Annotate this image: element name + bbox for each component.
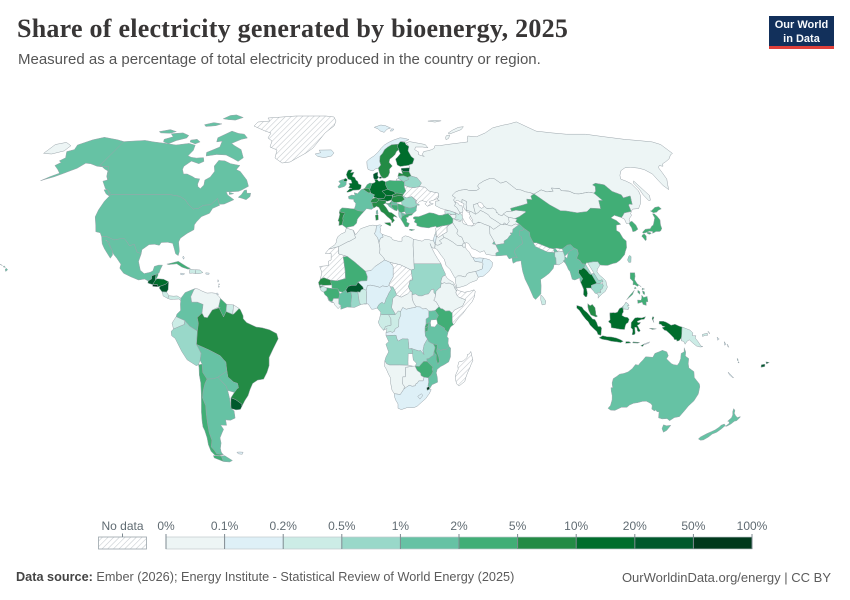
svg-text:100%: 100% [737,519,768,533]
svg-text:1%: 1% [392,519,410,533]
svg-text:20%: 20% [623,519,647,533]
svg-text:10%: 10% [564,519,588,533]
svg-text:5%: 5% [509,519,527,533]
svg-text:0%: 0% [157,519,175,533]
svg-text:No data: No data [101,519,143,533]
svg-text:2%: 2% [450,519,468,533]
svg-text:50%: 50% [681,519,705,533]
svg-text:0.1%: 0.1% [211,519,239,533]
svg-text:0.2%: 0.2% [270,519,298,533]
svg-text:0.5%: 0.5% [328,519,356,533]
